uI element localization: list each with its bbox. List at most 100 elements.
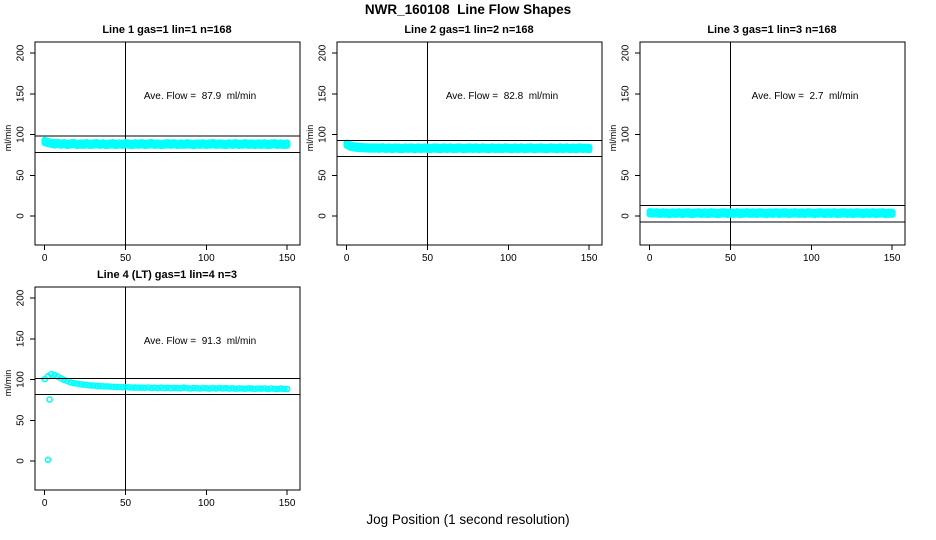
y-tick-label: 50	[621, 169, 632, 181]
data-point	[248, 385, 255, 392]
data-point	[254, 385, 262, 392]
data-point	[154, 384, 162, 392]
data-point	[245, 385, 252, 392]
data-point	[585, 143, 593, 151]
data-point	[264, 385, 272, 393]
y-tick-label: 150	[621, 85, 632, 102]
y-tick-label: 150	[16, 85, 27, 102]
data-point	[67, 379, 74, 386]
y-tick-label: 200	[16, 289, 27, 306]
data-point	[80, 381, 87, 388]
data-point	[180, 384, 187, 391]
data-point	[193, 384, 200, 392]
y-tick-label: 200	[318, 44, 329, 61]
y-tick-label: 50	[16, 169, 27, 181]
panel-line-4: Line 4 (LT) gas=1 lin=4 n=3 Ave. Flow = …	[3, 269, 301, 509]
y-tick-label: 0	[318, 213, 329, 219]
data-point	[157, 384, 165, 391]
data-point	[70, 379, 78, 387]
ave-flow-annotation: Ave. Flow = 91.3 ml/min	[144, 336, 256, 347]
data-point	[235, 385, 242, 392]
data-point	[83, 381, 90, 389]
data-point	[148, 384, 155, 392]
data-point	[122, 383, 129, 391]
data-point	[141, 384, 149, 392]
y-tick-label: 150	[16, 330, 27, 347]
data-point	[257, 385, 265, 392]
data-point	[209, 384, 217, 392]
y-tick-label: 50	[318, 169, 329, 181]
data-point	[99, 383, 107, 390]
y-axis-label: ml/min	[3, 125, 13, 152]
x-tick-label: 0	[647, 253, 653, 264]
y-tick-label: 200	[621, 44, 632, 61]
plot-box	[34, 41, 301, 246]
y-tick-label: 50	[16, 414, 27, 426]
data-point	[215, 384, 223, 392]
data-point	[888, 208, 896, 216]
ave-flow-annotation: Ave. Flow = 2.7 ml/min	[752, 91, 859, 102]
x-tick-label: 50	[120, 253, 132, 264]
plot-box	[336, 41, 603, 246]
x-tick-label: 150	[581, 253, 598, 264]
data-point	[183, 384, 191, 392]
panel-title: Line 3 gas=1 lin=3 n=168	[707, 24, 836, 36]
y-tick-label: 200	[16, 44, 27, 61]
data-point	[77, 380, 84, 388]
data-point	[167, 384, 174, 392]
x-tick-label: 150	[279, 253, 296, 264]
data-point	[238, 385, 246, 392]
data-point	[186, 385, 194, 392]
x-tick-label: 100	[500, 253, 517, 264]
panel-title: Line 1 gas=1 lin=1 n=168	[102, 24, 231, 36]
data-point	[270, 385, 278, 393]
data-point	[222, 384, 229, 392]
data-point	[225, 385, 233, 392]
data-point	[170, 384, 178, 392]
data-point	[173, 384, 181, 392]
x-tick-label: 50	[422, 253, 434, 264]
panel-title: Line 4 (LT) gas=1 lin=4 n=3	[97, 269, 237, 281]
data-point	[51, 371, 58, 379]
ave-flow-annotation: Ave. Flow = 82.8 ml/min	[446, 91, 558, 102]
data-point	[228, 385, 236, 392]
data-point	[283, 139, 291, 146]
data-point	[135, 384, 142, 391]
data-point	[86, 382, 94, 389]
data-point	[44, 456, 52, 464]
panel-line-1: Line 1 gas=1 lin=1 n=168 Ave. Flow = 87.…	[3, 24, 301, 264]
data-point	[46, 396, 53, 403]
panel-line-2: Line 2 gas=1 lin=2 n=168 Ave. Flow = 82.…	[305, 24, 603, 264]
data-point	[138, 384, 145, 391]
x-tick-label: 150	[884, 253, 901, 264]
x-tick-label: 50	[120, 498, 132, 509]
data-point	[241, 385, 249, 393]
y-tick-label: 0	[16, 213, 27, 219]
y-tick-label: 0	[16, 458, 27, 464]
data-point	[109, 383, 116, 391]
ave-flow-annotation: Ave. Flow = 87.9 ml/min	[144, 91, 256, 102]
data-point	[274, 385, 281, 393]
x-tick-label: 0	[42, 253, 48, 264]
y-tick-label: 150	[318, 85, 329, 102]
x-tick-label: 100	[803, 253, 820, 264]
data-point	[73, 380, 81, 387]
data-point	[112, 383, 120, 391]
plot-box	[639, 41, 906, 246]
x-axis-global-label: Jog Position (1 second resolution)	[366, 512, 570, 527]
data-point	[128, 384, 136, 391]
y-axis-label: ml/min	[3, 370, 13, 397]
data-point	[96, 382, 103, 390]
y-tick-label: 100	[16, 126, 27, 143]
x-tick-label: 100	[198, 498, 215, 509]
y-tick-label: 100	[16, 371, 27, 388]
data-point	[151, 384, 158, 391]
data-point	[199, 384, 207, 392]
data-point	[115, 383, 123, 391]
x-tick-label: 0	[344, 253, 350, 264]
y-axis-label: ml/min	[305, 125, 315, 152]
panel-line-3: Line 3 gas=1 lin=3 n=168 Ave. Flow = 2.7…	[608, 24, 906, 264]
data-point	[190, 384, 197, 392]
y-axis-label: ml/min	[608, 125, 618, 152]
